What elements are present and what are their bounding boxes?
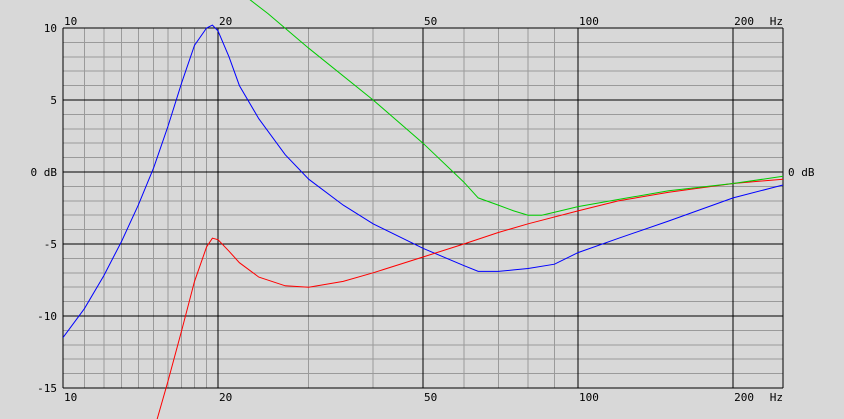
x-tick-label-bottom: 10 [64,391,77,404]
x-unit-label-top: Hz [770,15,783,28]
x-tick-label-top: 100 [579,15,599,28]
series-line-1 [156,178,783,419]
y-tick-label: 5 [50,94,57,107]
x-tick-label-top: 10 [64,15,77,28]
x-tick-label-top: 50 [424,15,437,28]
y-tick-label: 0 dB [31,166,58,179]
x-unit-label-bottom: Hz [770,391,783,404]
series-line-0 [63,24,783,338]
series-line-2 [249,0,783,216]
x-tick-label-bottom: 50 [424,391,437,404]
x-tick-label-top: 20 [219,15,232,28]
x-tick-label-bottom: 100 [579,391,599,404]
x-tick-label-top: 200 [734,15,754,28]
y-tick-label: 10 [44,22,57,35]
x-tick-label-bottom: 20 [219,391,232,404]
y-tick-label: -15 [37,382,57,395]
y-tick-label: -5 [44,238,57,251]
x-tick-label-bottom: 200 [734,391,754,404]
y-tick-label: -10 [37,310,57,323]
grid-layer [62,27,784,389]
label-layer: 10 10 20 20 50 50 100 100 200 200 Hz Hz 10 5 0 dB -5 -10… [31,15,815,404]
series-layer [63,0,783,419]
y-right-label: 0 dB [788,166,815,179]
